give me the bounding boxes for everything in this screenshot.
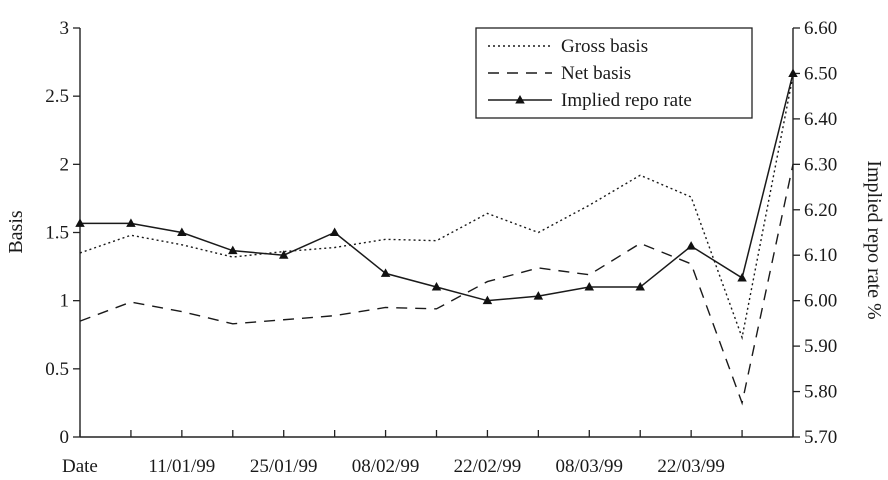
left-tick-label: 0.5 [45, 359, 69, 380]
right-tick-label: 6.00 [804, 291, 837, 312]
legend-label: Net basis [561, 63, 631, 84]
left-axis-title: Basis [5, 210, 27, 254]
x-tick-label: 08/02/99 [352, 456, 420, 477]
right-tick-label: 6.50 [804, 63, 837, 84]
x-tick-label: 22/03/99 [657, 456, 725, 477]
left-tick-label: 2 [60, 154, 70, 175]
implied-repo-rate-point [584, 282, 595, 291]
implied-repo-rate-point [177, 227, 187, 236]
series-layer [75, 68, 798, 406]
implied-repo-rate-point [533, 291, 544, 300]
left-tick-label: 3 [60, 18, 70, 39]
right-tick-label: 6.10 [804, 245, 837, 266]
implied-repo-rate-point [278, 250, 289, 259]
implied-repo-rate-point [228, 245, 238, 255]
axes-layer: 0 0.5 1 1.5 2 2.5 3 5.70 5.80 5.90 6.00 6.10 6.20 6.3… [5, 18, 885, 477]
implied-repo-rate-point [75, 218, 85, 227]
legend-label: Gross basis [561, 36, 648, 57]
implied-repo-rate-point [482, 295, 493, 305]
implied-repo-rate-point [737, 272, 747, 282]
legend-label: Implied repo rate [561, 90, 692, 111]
right-tick-label: 5.80 [804, 382, 837, 403]
implied-repo-rate-point [788, 68, 798, 77]
implied-repo-rate-point [635, 282, 645, 291]
right-tick-label: 6.40 [804, 109, 837, 130]
implied-repo-rate-point [126, 218, 136, 227]
implied-repo-rate-point [431, 282, 442, 291]
right-tick-label: 6.60 [804, 18, 837, 39]
implied-repo-rate-point [329, 227, 340, 236]
x-axis-first-label: Date [62, 456, 98, 477]
left-tick-label: 2.5 [45, 86, 69, 107]
implied-repo-rate-point [686, 241, 696, 250]
implied-repo-rate-point [380, 268, 391, 277]
x-tick-label: 25/01/99 [250, 456, 318, 477]
right-tick-label: 5.90 [804, 336, 837, 357]
right-tick-label: 6.20 [804, 200, 837, 221]
right-tick-label: 5.70 [804, 427, 837, 448]
left-tick-label: 0 [60, 427, 70, 448]
x-tick-label: 11/01/99 [148, 456, 215, 477]
x-tick-label: 08/03/99 [556, 456, 624, 477]
legend: Gross basis Net basis Implied repo rate [475, 27, 753, 119]
left-tick-label: 1 [60, 291, 70, 312]
right-axis-title: Implied repo rate % [863, 160, 885, 319]
left-tick-label: 1.5 [45, 223, 69, 244]
legend-marker-triangle [515, 95, 525, 104]
series-line-net-basis [79, 164, 794, 406]
right-tick-label: 6.30 [804, 154, 837, 175]
x-tick-label: 22/02/99 [454, 456, 522, 477]
